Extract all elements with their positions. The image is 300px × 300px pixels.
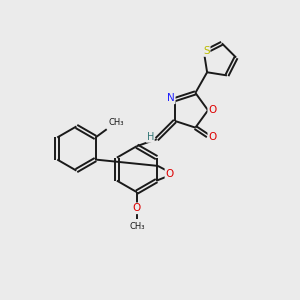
Text: O: O (166, 169, 174, 178)
Text: O: O (208, 105, 217, 115)
Text: O: O (133, 203, 141, 213)
Text: S: S (203, 46, 210, 56)
Text: O: O (208, 132, 217, 142)
Text: CH₃: CH₃ (129, 221, 145, 230)
Text: H: H (147, 132, 154, 142)
Text: CH₃: CH₃ (108, 118, 124, 127)
Text: N: N (167, 93, 175, 103)
